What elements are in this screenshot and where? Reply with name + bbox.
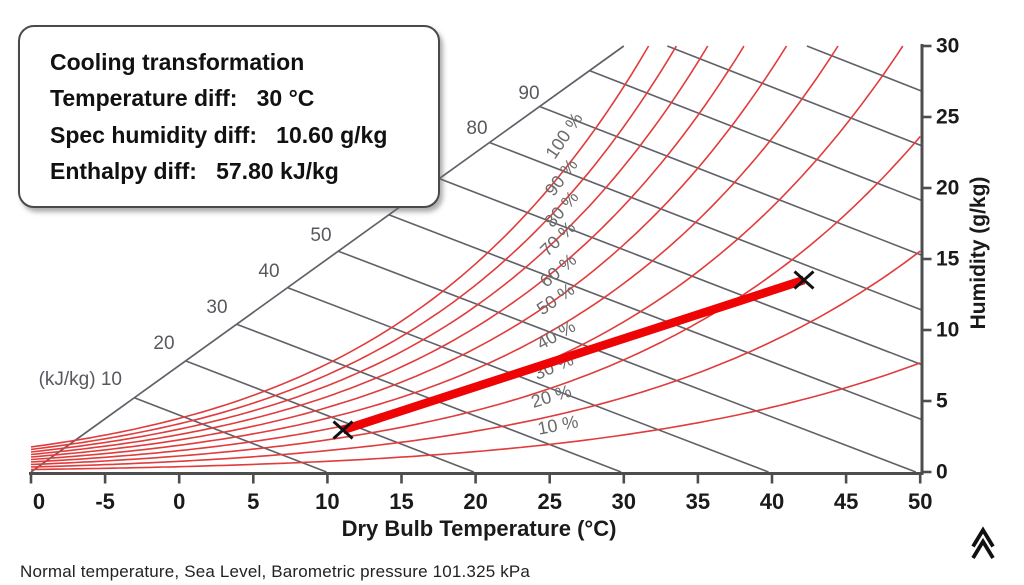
svg-text:35: 35 <box>686 489 710 514</box>
svg-text:40: 40 <box>760 489 784 514</box>
svg-text:(kJ/kg) 10: (kJ/kg) 10 <box>39 369 122 390</box>
svg-text:20: 20 <box>936 177 959 200</box>
svg-text:25: 25 <box>936 106 960 129</box>
svg-text:30: 30 <box>206 297 227 318</box>
svg-text:15: 15 <box>936 248 960 271</box>
svg-text:20: 20 <box>153 333 174 354</box>
svg-text:-5: -5 <box>95 489 115 514</box>
svg-text:15: 15 <box>389 489 413 514</box>
svg-text:10: 10 <box>936 319 959 342</box>
svg-text:Dry Bulb Temperature (°C): Dry Bulb Temperature (°C) <box>342 516 617 541</box>
svg-text:40: 40 <box>258 261 279 282</box>
svg-text:30: 30 <box>612 489 636 514</box>
svg-text:Humidity (g/kg): Humidity (g/kg) <box>967 177 990 330</box>
svg-text:20: 20 <box>463 489 487 514</box>
svg-text:25: 25 <box>537 489 561 514</box>
svg-text:90: 90 <box>518 83 539 104</box>
svg-text:30: 30 <box>936 35 959 58</box>
svg-text:0: 0 <box>936 461 948 484</box>
svg-text:50: 50 <box>310 225 331 246</box>
svg-text:50: 50 <box>908 489 932 514</box>
svg-text:0: 0 <box>33 489 45 514</box>
svg-text:45: 45 <box>834 489 858 514</box>
svg-text:80: 80 <box>466 118 487 139</box>
svg-text:5: 5 <box>247 489 259 514</box>
svg-text:5: 5 <box>936 390 948 413</box>
svg-text:10: 10 <box>315 489 339 514</box>
svg-text:0: 0 <box>173 489 185 514</box>
